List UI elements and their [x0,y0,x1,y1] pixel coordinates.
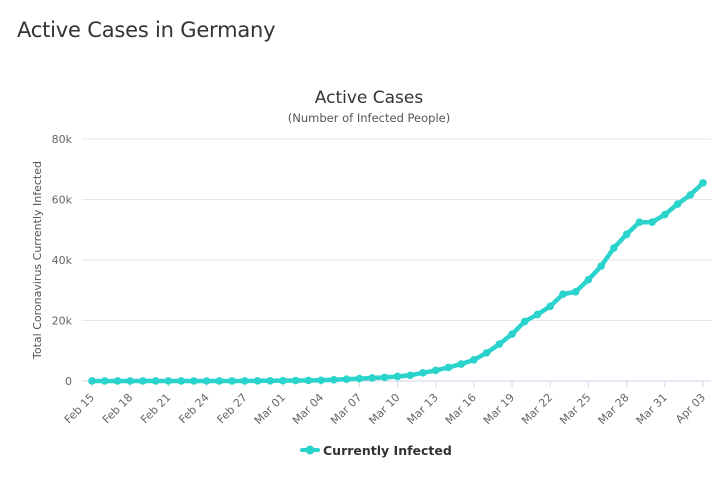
data-point[interactable] [380,373,389,382]
chart-subtitle: (Number of Infected People) [288,111,450,125]
data-point[interactable] [520,317,529,326]
x-axis-ticks: Feb 15 Feb 18 Feb 21 Feb 24 Feb 27 Mar 01 Mar … [62,381,708,427]
chart-title: Active Cases [315,88,424,108]
data-point[interactable] [431,366,440,375]
data-point[interactable] [164,377,173,385]
grid-layer [82,138,711,382]
x-tick-label: Mar 22 [519,391,555,427]
data-point[interactable] [139,377,147,385]
data-point[interactable] [253,377,262,385]
data-point[interactable] [291,376,300,385]
data-point[interactable] [215,377,224,385]
y-tick-label: 60k [52,194,73,207]
data-point[interactable] [368,374,376,382]
data-point[interactable] [571,287,580,296]
data-point[interactable] [406,371,415,380]
data-point[interactable] [113,377,122,385]
data-point[interactable] [559,290,567,298]
data-point[interactable] [240,377,249,385]
x-tick-label: Feb 18 [100,391,135,426]
y-tick-label: 0 [65,375,72,388]
legend-label: Currently Infected [323,443,452,458]
data-point[interactable] [151,377,160,385]
x-tick-label: Mar 16 [443,391,479,427]
x-tick-label: Mar 13 [405,391,441,427]
x-tick-label: Mar 07 [328,391,364,427]
series-layer [88,179,707,385]
data-point[interactable] [202,377,211,385]
data-point[interactable] [508,330,516,338]
data-point[interactable] [546,302,555,311]
x-tick-label: Feb 21 [138,391,173,426]
data-point[interactable] [279,376,287,385]
series-line [89,180,706,384]
data-point[interactable] [342,375,351,383]
x-tick-label: Mar 19 [481,391,517,427]
data-point[interactable] [190,377,198,385]
x-tick-label: Feb 24 [176,391,211,426]
data-point[interactable] [533,310,542,319]
data-point[interactable] [635,218,644,226]
data-point[interactable] [661,210,669,219]
data-point[interactable] [610,244,618,252]
data-point[interactable] [266,376,275,385]
data-point[interactable] [393,372,402,381]
data-point[interactable] [597,262,605,270]
data-point[interactable] [100,377,109,385]
data-point[interactable] [584,275,593,284]
data-point[interactable] [228,377,236,385]
data-point[interactable] [673,200,682,208]
x-tick-label: Feb 15 [62,391,97,426]
x-tick-label: Apr 03 [673,391,708,426]
data-point[interactable] [444,363,453,372]
data-point[interactable] [355,374,364,383]
y-axis-ticks: 0 20k 40k 60k 80k [52,133,73,388]
x-tick-label: Feb 27 [215,391,250,426]
data-point[interactable] [482,349,491,357]
y-tick-label: 80k [52,133,73,146]
data-point[interactable] [686,191,695,199]
x-tick-label: Mar 10 [366,391,402,427]
y-axis-title: Total Coronavirus Currently Infected [31,161,44,360]
y-tick-label: 20k [52,315,73,328]
data-point[interactable] [304,376,313,385]
x-tick-label: Mar 28 [596,391,632,427]
data-point[interactable] [622,230,631,239]
x-tick-label: Mar 31 [634,391,670,427]
y-tick-label: 40k [52,254,73,267]
data-point[interactable] [457,360,465,368]
x-tick-label: Mar 25 [557,391,593,427]
legend-dot-marker [305,445,315,455]
data-point[interactable] [470,356,478,364]
page-heading: Active Cases in Germany [17,18,276,42]
data-point[interactable] [88,377,96,385]
data-point[interactable] [648,218,656,226]
data-point[interactable] [126,377,134,385]
data-point[interactable] [419,369,427,377]
data-point[interactable] [330,375,338,384]
data-point[interactable] [699,179,707,187]
x-tick-label: Mar 04 [290,391,326,427]
data-point[interactable] [177,377,185,385]
legend[interactable]: Currently Infected [300,443,452,458]
data-point[interactable] [495,340,504,348]
x-tick-label: Mar 01 [252,391,288,427]
data-point[interactable] [317,376,325,385]
